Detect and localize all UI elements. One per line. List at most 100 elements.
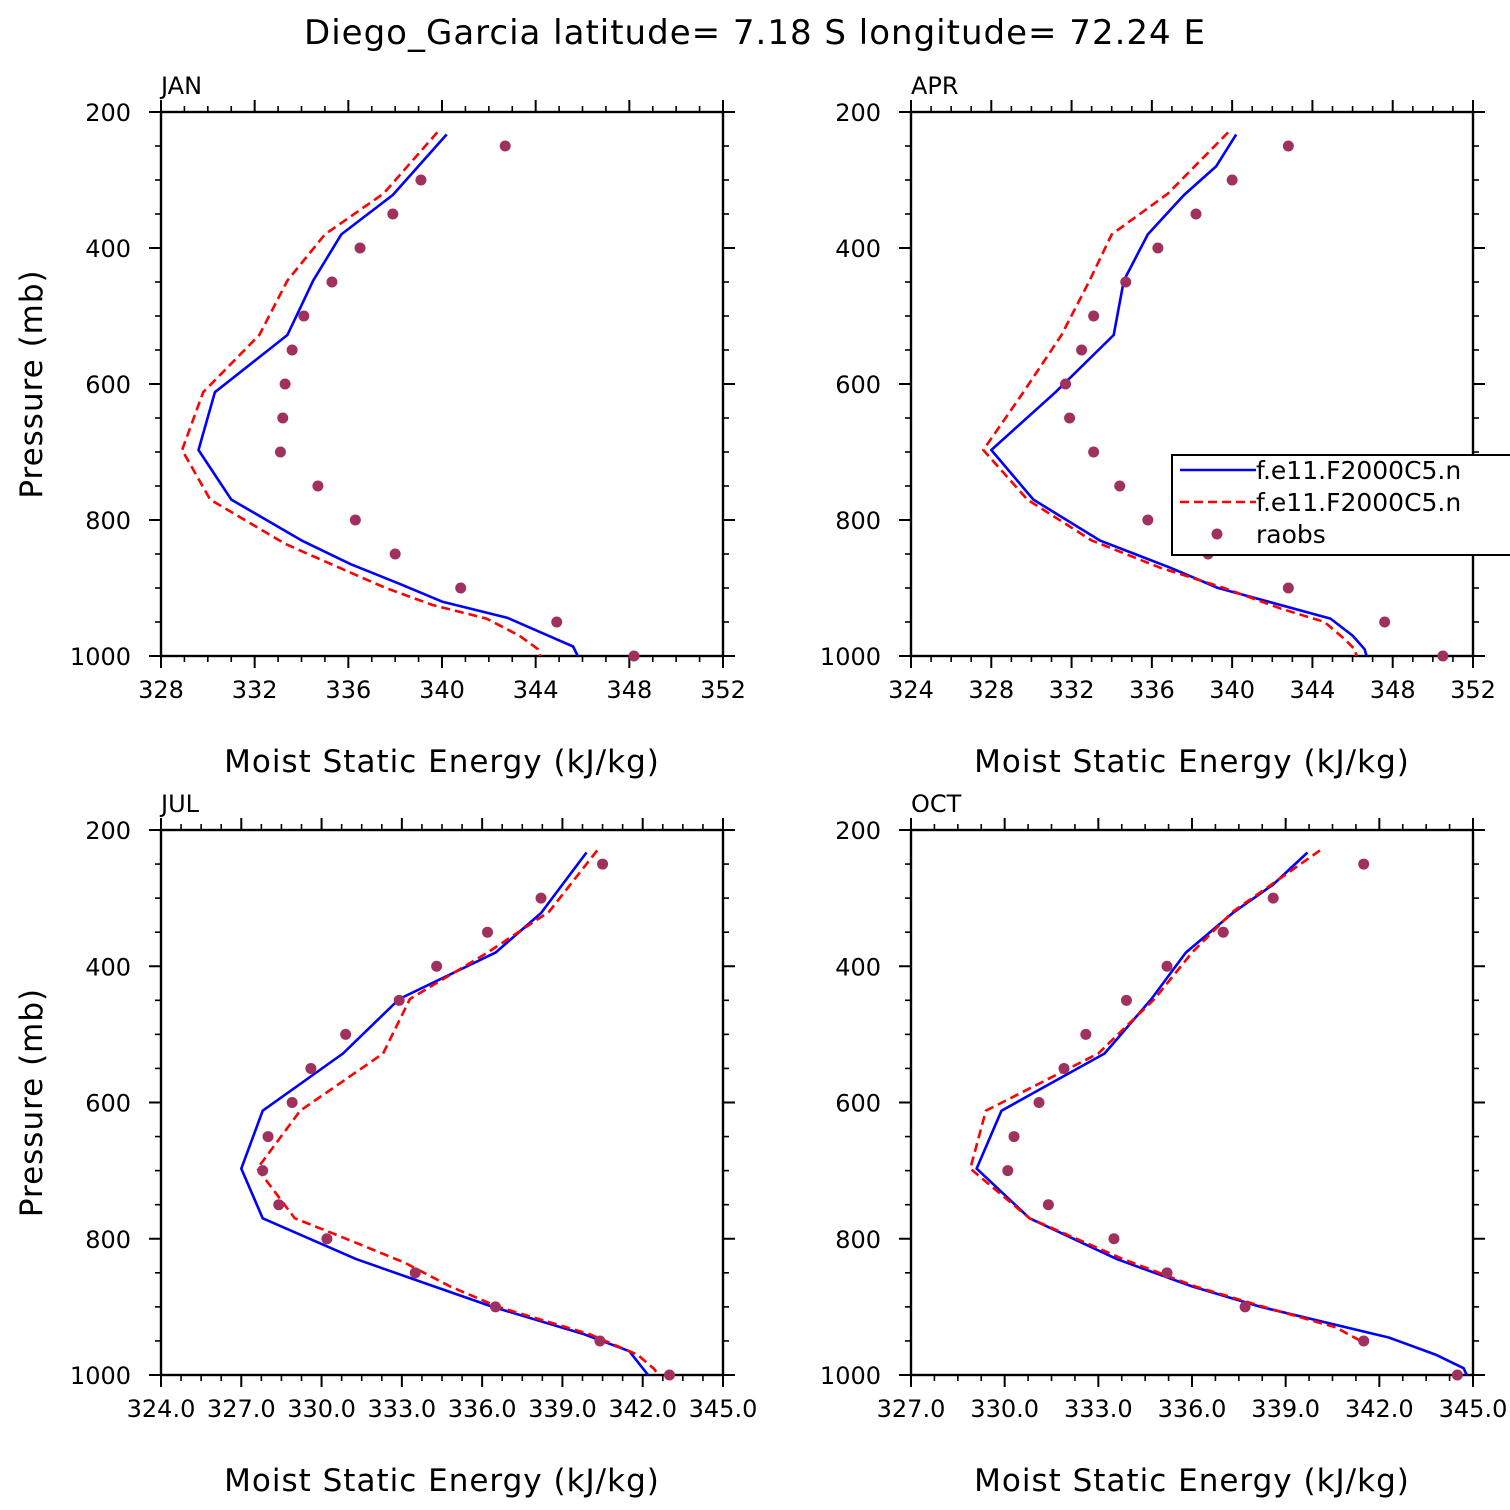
series-line-solid: [197, 133, 579, 657]
raobs-point: [663, 1369, 675, 1381]
raobs-point: [1142, 514, 1154, 526]
raobs-point: [431, 960, 443, 972]
panel-label: APR: [911, 72, 959, 100]
raobs-point: [1379, 616, 1391, 628]
x-tick-label: 348: [1370, 676, 1416, 704]
x-tick-label: 339.0: [1251, 1395, 1320, 1423]
panel-oct: OCT 327.0 330.0 333.0 336.0 339.0 342.0 345.0 20…: [820, 790, 1507, 1499]
raobs-point: [1451, 1369, 1463, 1381]
x-tick-label: 340: [1209, 676, 1255, 704]
raobs-point: [1358, 1335, 1370, 1347]
raobs-point: [312, 480, 324, 492]
y-tick-label: 1000: [820, 643, 881, 671]
raobs-point: [1058, 1062, 1070, 1074]
legend-marker-raobs: [1211, 528, 1223, 540]
x-tick-label: 324: [888, 676, 934, 704]
raobs-point: [535, 892, 547, 904]
raobs-point: [354, 242, 366, 254]
plot-frame: [909, 110, 1475, 658]
series-line-dashed: [981, 131, 1358, 657]
raobs-point: [262, 1131, 274, 1143]
x-axis-title: Moist Static Energy (kJ/kg): [224, 744, 660, 780]
y-tick-label: 800: [835, 507, 881, 535]
y-tick-label: 200: [835, 99, 881, 127]
raobs-point: [1108, 1233, 1120, 1245]
figure-title: Diego_Garcia latitude= 7.18 S longitude=…: [304, 13, 1206, 53]
x-tick-label: 330.0: [970, 1395, 1039, 1423]
y-tick-label: 1000: [820, 1362, 881, 1390]
raobs-point: [305, 1062, 317, 1074]
series-line-dashed: [968, 849, 1362, 1343]
panel-label: OCT: [911, 790, 962, 818]
raobs-point: [409, 1267, 421, 1279]
legend-label: raobs: [1256, 520, 1326, 549]
x-tick-label: 352: [700, 676, 746, 704]
x-tick-label: 327.0: [877, 1395, 946, 1423]
y-tick-label: 400: [835, 953, 881, 981]
raobs-point: [1161, 960, 1173, 972]
raobs-point: [490, 1301, 502, 1313]
raobs-point: [1042, 1199, 1054, 1211]
raobs-point: [1080, 1028, 1092, 1040]
panel-apr: APR 324 328 332 336 340 344 348 352 200 400 600 800 1…: [820, 72, 1496, 780]
x-tick-label: 348: [606, 676, 652, 704]
raobs-point: [286, 344, 298, 356]
raobs-point: [1002, 1165, 1014, 1177]
y-tick-label: 800: [85, 507, 131, 535]
data-layer: [180, 131, 640, 662]
raobs-point: [551, 616, 563, 628]
y-tick-label: 200: [85, 817, 131, 845]
data-layer: [981, 131, 1449, 662]
panel-label: JUL: [159, 790, 200, 818]
panel-label: JAN: [159, 72, 202, 100]
x-tick-label: 342.0: [608, 1395, 677, 1423]
raobs-point: [349, 514, 361, 526]
x-tick-label: 336: [1129, 676, 1175, 704]
x-tick-label: 330.0: [287, 1395, 356, 1423]
y-axis-title: Pressure (mb): [14, 988, 50, 1217]
x-tick-label: 327.0: [207, 1395, 276, 1423]
raobs-point: [1239, 1301, 1251, 1313]
y-tick-label: 200: [85, 99, 131, 127]
raobs-point: [1358, 858, 1370, 870]
x-tick-label: 345.0: [689, 1395, 758, 1423]
y-tick-label: 600: [85, 371, 131, 399]
legend: f.e11.F2000C5.n f.e11.F2000C5.n raobs: [1171, 454, 1510, 556]
panel-jan: JAN 328 332 336 340 344 348 352 200 400 600 800 1000…: [14, 72, 746, 780]
series-line-solid: [240, 851, 650, 1376]
x-tick-label: 328: [968, 676, 1014, 704]
x-tick-label: 336.0: [448, 1395, 517, 1423]
y-tick-label: 400: [85, 953, 131, 981]
raobs-point: [1120, 994, 1132, 1006]
x-tick-label: 352: [1450, 676, 1496, 704]
panels: JAN 328 332 336 340 344 348 352 200 400 600 800 1000…: [14, 72, 1507, 1499]
raobs-point: [1008, 1131, 1020, 1143]
raobs-point: [277, 412, 289, 424]
raobs-point: [628, 650, 640, 662]
raobs-point: [1161, 1267, 1173, 1279]
x-tick-label: 336.0: [1158, 1395, 1227, 1423]
raobs-point: [326, 276, 338, 288]
raobs-point: [279, 378, 291, 390]
x-tick-label: 332: [232, 676, 278, 704]
raobs-point: [1282, 582, 1294, 594]
raobs-point: [1190, 208, 1202, 220]
raobs-point: [455, 582, 467, 594]
x-tick-label: 345.0: [1439, 1395, 1508, 1423]
y-tick-label: 600: [85, 1090, 131, 1118]
raobs-point: [321, 1233, 333, 1245]
raobs-point: [594, 1335, 606, 1347]
x-axis-title: Moist Static Energy (kJ/kg): [224, 1463, 660, 1499]
raobs-point: [1120, 276, 1132, 288]
raobs-point: [1114, 480, 1126, 492]
raobs-point: [1267, 892, 1279, 904]
series-line-dashed: [255, 849, 660, 1376]
raobs-point: [481, 926, 493, 938]
y-tick-label: 1000: [70, 643, 131, 671]
x-tick-label: 344: [513, 676, 559, 704]
y-tick-label: 600: [835, 371, 881, 399]
raobs-point: [286, 1097, 298, 1108]
y-tick-label: 1000: [70, 1362, 131, 1390]
raobs-point: [1282, 140, 1294, 152]
